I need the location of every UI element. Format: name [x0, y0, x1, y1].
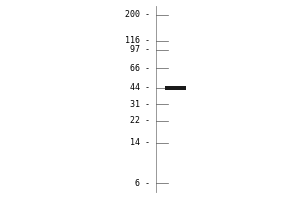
Text: 31 -: 31 -: [130, 100, 150, 109]
Text: kDa: kDa: [130, 0, 150, 1]
FancyBboxPatch shape: [156, 6, 294, 192]
Text: 22 -: 22 -: [130, 116, 150, 125]
Text: 66 -: 66 -: [130, 64, 150, 73]
Text: 116 -: 116 -: [125, 36, 150, 45]
FancyBboxPatch shape: [165, 86, 186, 90]
Text: 6 -: 6 -: [135, 179, 150, 188]
Text: 14 -: 14 -: [130, 138, 150, 147]
Text: 44 -: 44 -: [130, 83, 150, 92]
Text: 200 -: 200 -: [125, 10, 150, 19]
Text: 97 -: 97 -: [130, 45, 150, 54]
